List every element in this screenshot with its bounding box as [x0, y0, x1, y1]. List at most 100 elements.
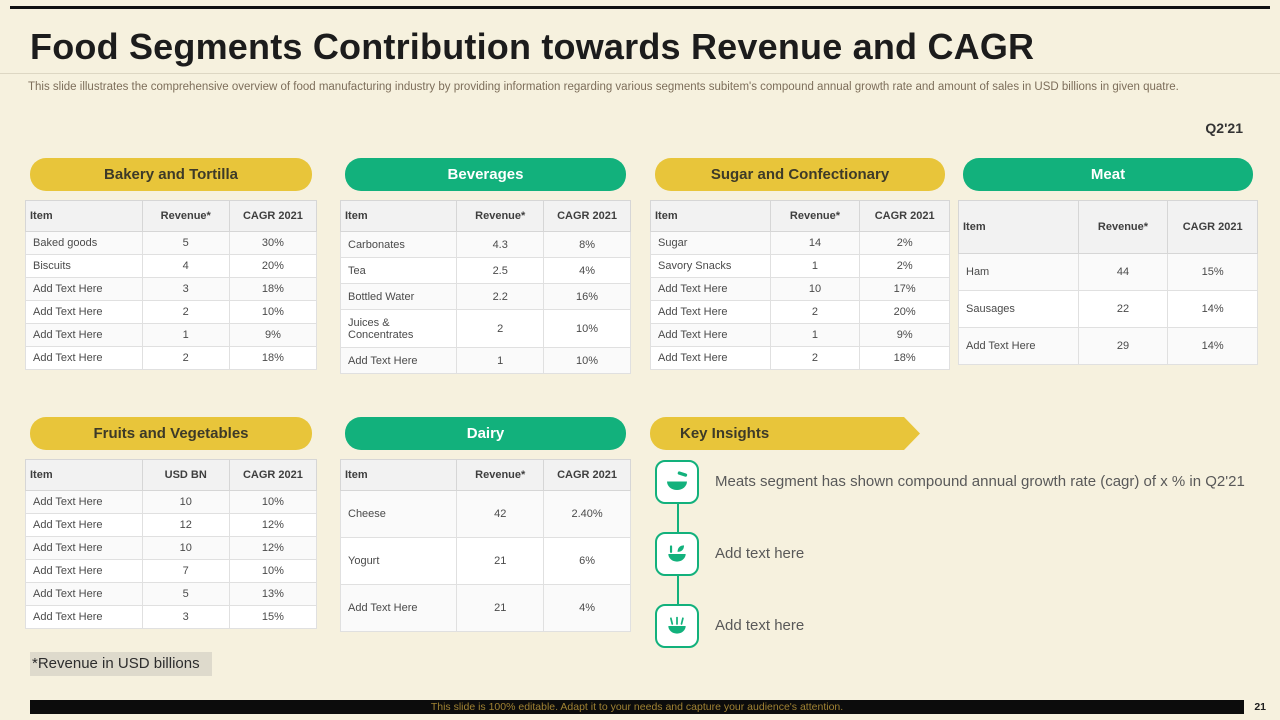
item-cell: Add Text Here — [25, 536, 143, 560]
table-row: Add Text Here 5 13% — [25, 582, 318, 606]
insight-text: Add text here — [715, 544, 805, 562]
item-cell: Add Text Here — [650, 277, 771, 301]
cagr-cell: 10% — [543, 347, 631, 374]
cagr-cell: 17% — [859, 277, 950, 301]
footer-bar: This slide is 100% editable. Adapt it to… — [30, 700, 1244, 714]
table-row: Add Text Here 1 10% — [339, 347, 631, 374]
title-divider — [0, 73, 1280, 74]
insight-text: Add text here — [715, 616, 805, 634]
sugar-table-container: Item Revenue* CAGR 2021 Sugar 14 2% Savory Sna… — [650, 200, 950, 370]
table-row: Add Text Here 2 10% — [25, 300, 318, 324]
item-cell: Add Text Here — [25, 582, 143, 606]
column-header: Revenue* — [456, 200, 545, 232]
soup-bowl-icon — [655, 460, 699, 504]
cagr-cell: 20% — [859, 300, 950, 324]
column-header: CAGR 2021 — [543, 200, 631, 232]
item-cell: Bottled Water — [339, 283, 458, 310]
revenue-cell: 44 — [1077, 253, 1169, 291]
cagr-cell: 12% — [228, 536, 318, 560]
quarter-label: Q2'21 — [1205, 120, 1243, 136]
revenue-footnote: *Revenue in USD billions — [30, 652, 212, 676]
cagr-cell: 20% — [228, 254, 318, 278]
key-insights-list: Meats segment has shown compound annual … — [650, 460, 1260, 648]
revenue-cell: 2.2 — [456, 283, 545, 310]
item-cell: Add Text Here — [339, 584, 458, 632]
revenue-cell: 1 — [456, 347, 545, 374]
column-header: Item — [25, 200, 143, 232]
item-cell: Add Text Here — [650, 300, 771, 324]
revenue-cell: 4.3 — [456, 231, 545, 258]
item-cell: Add Text Here — [958, 327, 1079, 365]
item-cell: Add Text Here — [339, 347, 458, 374]
salad-bowl-icon — [655, 532, 699, 576]
table-row: Add Text Here 1 9% — [25, 323, 318, 347]
revenue-cell: 10 — [141, 536, 230, 560]
item-cell: Add Text Here — [25, 490, 143, 514]
table-row: Add Text Here 29 14% — [958, 327, 1258, 365]
cagr-cell: 8% — [543, 231, 631, 258]
revenue-cell: 2 — [456, 309, 545, 348]
item-cell: Add Text Here — [25, 323, 143, 347]
cagr-cell: 30% — [228, 231, 318, 255]
item-cell: Add Text Here — [650, 346, 771, 370]
column-header: CAGR 2021 — [543, 459, 631, 491]
revenue-cell: 3 — [141, 277, 230, 301]
table-row: Add Text Here 10 10% — [25, 490, 318, 514]
table-row: Tea 2.5 4% — [339, 257, 631, 284]
section-header-sugar-and-confectionary: Sugar and Confectionary — [655, 158, 945, 191]
table-row: Add Text Here 2 18% — [25, 346, 318, 370]
item-cell: Baked goods — [25, 231, 143, 255]
dairy-section: Dairy Item Revenue* CAGR 2021 Cheese 42 2.40%… — [339, 417, 631, 632]
cagr-cell: 18% — [859, 346, 950, 370]
insight-item: Add text here — [655, 532, 1260, 576]
table-row: Bottled Water 2.2 16% — [339, 283, 631, 310]
cagr-cell: 2.40% — [543, 490, 631, 538]
fruits-and-vegetables-table: Item USD BN CAGR 2021 Add Text Here 10 10% Add… — [25, 459, 318, 629]
slide-description: This slide illustrates the comprehensive… — [28, 81, 1179, 93]
section-header-key-insights: Key Insights — [650, 417, 920, 450]
table-row: Add Text Here 10 17% — [650, 277, 950, 301]
table-row: Add Text Here 21 4% — [339, 584, 631, 632]
item-cell: Cheese — [339, 490, 458, 538]
column-header: Revenue* — [1077, 200, 1169, 254]
sugar-and-confectionary-table: Item Revenue* CAGR 2021 Sugar 14 2% Savory Sna… — [650, 200, 950, 370]
column-header: CAGR 2021 — [228, 459, 318, 491]
column-header: Item — [650, 200, 771, 232]
cagr-cell: 16% — [543, 283, 631, 310]
insight-text: Meats segment has shown compound annual … — [715, 472, 1245, 490]
key-insights-section: Key Insights Meats segment has shown com… — [650, 417, 1260, 676]
item-cell: Tea — [339, 257, 458, 284]
cagr-cell: 14% — [1167, 290, 1258, 328]
section-header-bakery-and-tortilla: Bakery and Tortilla — [30, 158, 312, 191]
revenue-cell: 14 — [769, 231, 861, 255]
revenue-cell: 22 — [1077, 290, 1169, 328]
revenue-cell: 10 — [141, 490, 230, 514]
table-row: Savory Snacks 1 2% — [650, 254, 950, 278]
table-header-row: Item USD BN CAGR 2021 — [25, 459, 318, 491]
dairy-table-container: Item Revenue* CAGR 2021 Cheese 42 2.40% Yogurt… — [339, 459, 631, 632]
table-row: Add Text Here 7 10% — [25, 559, 318, 583]
table-row: Add Text Here 2 18% — [650, 346, 950, 370]
item-cell: Add Text Here — [650, 323, 771, 347]
item-cell: Add Text Here — [25, 513, 143, 537]
column-header: CAGR 2021 — [1167, 200, 1258, 254]
item-cell: Add Text Here — [25, 277, 143, 301]
item-cell: Biscuits — [25, 254, 143, 278]
insight-item: Meats segment has shown compound annual … — [655, 460, 1260, 504]
cagr-cell: 4% — [543, 584, 631, 632]
table-row: Baked goods 5 30% — [25, 231, 318, 255]
meat-table: Item Revenue* CAGR 2021 Ham 44 15% Sausages 22 1… — [958, 200, 1258, 365]
fruits-table-container: Item USD BN CAGR 2021 Add Text Here 10 10% Add… — [25, 459, 318, 629]
item-cell: Juices & Concentrates — [339, 309, 458, 348]
revenue-cell: 21 — [456, 537, 545, 585]
cagr-cell: 2% — [859, 254, 950, 278]
dairy-table: Item Revenue* CAGR 2021 Cheese 42 2.40% Yogurt… — [339, 459, 631, 632]
item-cell: Add Text Here — [25, 605, 143, 629]
insight-item: Add text here — [655, 604, 1260, 648]
revenue-cell: 1 — [769, 254, 861, 278]
bakery-table-container: Item Revenue* CAGR 2021 Baked goods 5 30% Bisc… — [25, 200, 318, 370]
column-header: Item — [339, 459, 458, 491]
cagr-cell: 10% — [543, 309, 631, 348]
table-row: Add Text Here 3 18% — [25, 277, 318, 301]
revenue-cell: 12 — [141, 513, 230, 537]
